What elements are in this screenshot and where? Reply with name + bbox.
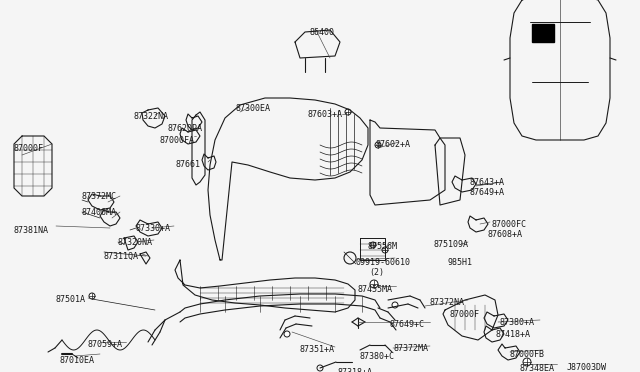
- Circle shape: [523, 358, 531, 366]
- Text: 87455MA: 87455MA: [358, 285, 393, 294]
- Text: 87380+C: 87380+C: [360, 352, 395, 361]
- Text: 87330+A: 87330+A: [136, 224, 171, 233]
- Text: 87602+A: 87602+A: [376, 140, 411, 149]
- Text: 87649+A: 87649+A: [470, 188, 505, 197]
- Text: 87608+A: 87608+A: [487, 230, 522, 239]
- Circle shape: [370, 242, 376, 248]
- Text: 87000FB: 87000FB: [509, 350, 544, 359]
- Text: 985H1: 985H1: [447, 258, 472, 267]
- Text: 875109A: 875109A: [434, 240, 469, 249]
- Text: 87300EA: 87300EA: [236, 104, 271, 113]
- Text: 87000F: 87000F: [449, 310, 479, 319]
- Bar: [532, 24, 554, 42]
- Text: 87643+A: 87643+A: [470, 178, 505, 187]
- Circle shape: [284, 331, 290, 337]
- Text: 87010EA: 87010EA: [60, 356, 95, 365]
- Circle shape: [370, 280, 378, 288]
- Text: 87381NA: 87381NA: [14, 226, 49, 235]
- Text: 87406MA: 87406MA: [82, 208, 117, 217]
- Text: 87501A: 87501A: [56, 295, 86, 304]
- Circle shape: [382, 247, 388, 253]
- Text: (2): (2): [369, 268, 384, 277]
- Text: 87372NA: 87372NA: [430, 298, 465, 307]
- Circle shape: [392, 302, 398, 308]
- Text: 87372MC: 87372MC: [82, 192, 117, 201]
- Text: 86400: 86400: [310, 28, 335, 37]
- Text: 87620PA: 87620PA: [168, 124, 203, 133]
- Text: J87003DW: J87003DW: [567, 363, 607, 372]
- Text: 87059+A: 87059+A: [88, 340, 123, 349]
- Text: 09919-60610: 09919-60610: [356, 258, 411, 267]
- Circle shape: [375, 142, 381, 148]
- Text: 87311QA: 87311QA: [104, 252, 139, 261]
- Text: 87000FC: 87000FC: [491, 220, 526, 229]
- Text: 87000FA: 87000FA: [160, 136, 195, 145]
- Text: 87418+A: 87418+A: [496, 330, 531, 339]
- Text: 87649+C: 87649+C: [390, 320, 425, 329]
- Text: 87348EA: 87348EA: [519, 364, 554, 372]
- Text: 87351+A: 87351+A: [299, 345, 334, 354]
- Text: 87318+A: 87318+A: [337, 368, 372, 372]
- Circle shape: [89, 293, 95, 299]
- Text: 87000F: 87000F: [14, 144, 44, 153]
- Text: 87603+A: 87603+A: [308, 110, 343, 119]
- Text: 87372MA: 87372MA: [393, 344, 428, 353]
- Text: 87322NA: 87322NA: [133, 112, 168, 121]
- Text: 87556M: 87556M: [367, 242, 397, 251]
- Text: 87661: 87661: [175, 160, 200, 169]
- Text: 87380+A: 87380+A: [500, 318, 535, 327]
- Circle shape: [345, 109, 351, 115]
- Text: 87320NA: 87320NA: [118, 238, 153, 247]
